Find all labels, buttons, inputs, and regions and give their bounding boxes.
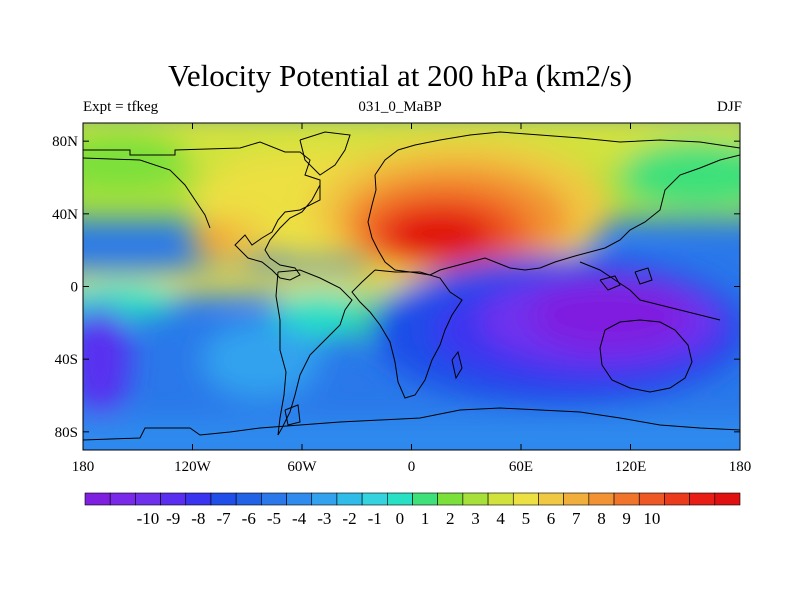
coastline-north-america	[83, 141, 321, 281]
colorbar-swatch	[689, 492, 716, 506]
x-tick-label: 120E	[615, 459, 647, 475]
colorbar-label: -4	[292, 509, 307, 528]
colorbar-swatch	[84, 492, 111, 506]
colorbar-swatch	[286, 492, 313, 506]
colorbar-swatch	[135, 492, 161, 506]
colorbar-label: 10	[643, 509, 660, 528]
colorbar-label: -7	[216, 509, 231, 528]
x-tick-label: 60W	[287, 459, 317, 475]
coastline-southeast-asia	[579, 261, 721, 321]
y-tick-label: 0	[71, 280, 79, 296]
season-label: DJF	[716, 99, 742, 115]
coastline-alaska	[83, 157, 211, 229]
coastline-madagascar	[451, 350, 463, 380]
x-tick-label: 60E	[509, 459, 533, 475]
x-tick-label: 180	[72, 459, 95, 475]
colorbar-label: -9	[166, 509, 180, 528]
colorbar-label: 0	[396, 509, 405, 528]
coastlines	[83, 131, 740, 441]
colorbar-label: -1	[368, 509, 382, 528]
x-tick-label: 180	[729, 459, 752, 475]
colorbar-swatch	[160, 492, 187, 506]
colorbar-swatch	[261, 492, 287, 506]
colorbar-label: -2	[342, 509, 356, 528]
colorbar-swatch	[437, 492, 464, 506]
map-title: Velocity Potential at 200 hPa (km2/s)	[167, 58, 633, 93]
colorbar-label: 3	[471, 509, 480, 528]
y-tick-label: 80N	[52, 134, 78, 150]
colorbar-swatch	[361, 492, 388, 506]
colorbar-label: 2	[446, 509, 455, 528]
experiment-label: Expt = tfkeg	[83, 99, 159, 115]
colorbar-swatch	[563, 492, 590, 506]
coastline-greenland	[299, 131, 351, 176]
colorbar-swatch	[588, 492, 615, 506]
coastline-antarctica	[83, 407, 740, 441]
colorbar-label: -8	[191, 509, 205, 528]
colorbar-label: -5	[267, 509, 281, 528]
coastline-africa	[351, 269, 463, 399]
colorbar-swatch	[387, 492, 413, 506]
colorbar-swatch	[210, 492, 237, 506]
x-tick-label: 120W	[174, 459, 212, 475]
colorbar-label: 4	[496, 509, 505, 528]
colorbar-label: 1	[421, 509, 430, 528]
colorbar-swatch	[235, 492, 262, 506]
y-tick-label: 40S	[55, 352, 78, 368]
field-high-core	[385, 210, 495, 260]
coastline-eurasia	[367, 131, 740, 276]
colorbar-label: -6	[242, 509, 256, 528]
coastline-south-america	[275, 269, 353, 436]
colorbar-label: -10	[137, 509, 160, 528]
colorbar-swatch	[311, 492, 338, 506]
colorbar-swatch	[714, 492, 741, 506]
colorbar: -10 -9 -8 -7 -6 -5 -4 -3 -2 -1 0 1 2 3 4 5 6 7 8 9 10	[84, 492, 741, 528]
run-label: 031_0_MaBP	[358, 99, 442, 115]
colorbar-swatch	[185, 492, 212, 506]
axes: 180 120W 60W 0 60E 120E 180 80N 40N 0 40S 80S	[52, 123, 751, 475]
coastline-australia	[599, 319, 693, 393]
colorbar-swatch	[487, 492, 514, 506]
colorbar-swatch	[613, 492, 640, 506]
coastline-islands	[284, 267, 653, 426]
y-tick-label: 40N	[52, 207, 78, 223]
colorbar-label: 7	[572, 509, 581, 528]
colorbar-swatch	[462, 492, 489, 506]
colorbar-swatch	[638, 492, 665, 506]
colorbar-swatch	[336, 492, 363, 506]
colorbar-swatch	[538, 492, 564, 506]
colorbar-label: 6	[547, 509, 556, 528]
y-tick-label: 80S	[55, 425, 78, 441]
colorbar-label: 9	[622, 509, 631, 528]
colorbar-label: 5	[522, 509, 531, 528]
contour-field	[83, 123, 740, 450]
colorbar-swatch	[512, 492, 539, 506]
field-low-core	[530, 280, 690, 350]
colorbar-swatch	[664, 492, 690, 506]
colorbar-swatch	[412, 492, 438, 506]
colorbar-swatch	[109, 492, 136, 506]
colorbar-label: 8	[597, 509, 606, 528]
x-tick-label: 0	[408, 459, 416, 475]
colorbar-label: -3	[317, 509, 331, 528]
